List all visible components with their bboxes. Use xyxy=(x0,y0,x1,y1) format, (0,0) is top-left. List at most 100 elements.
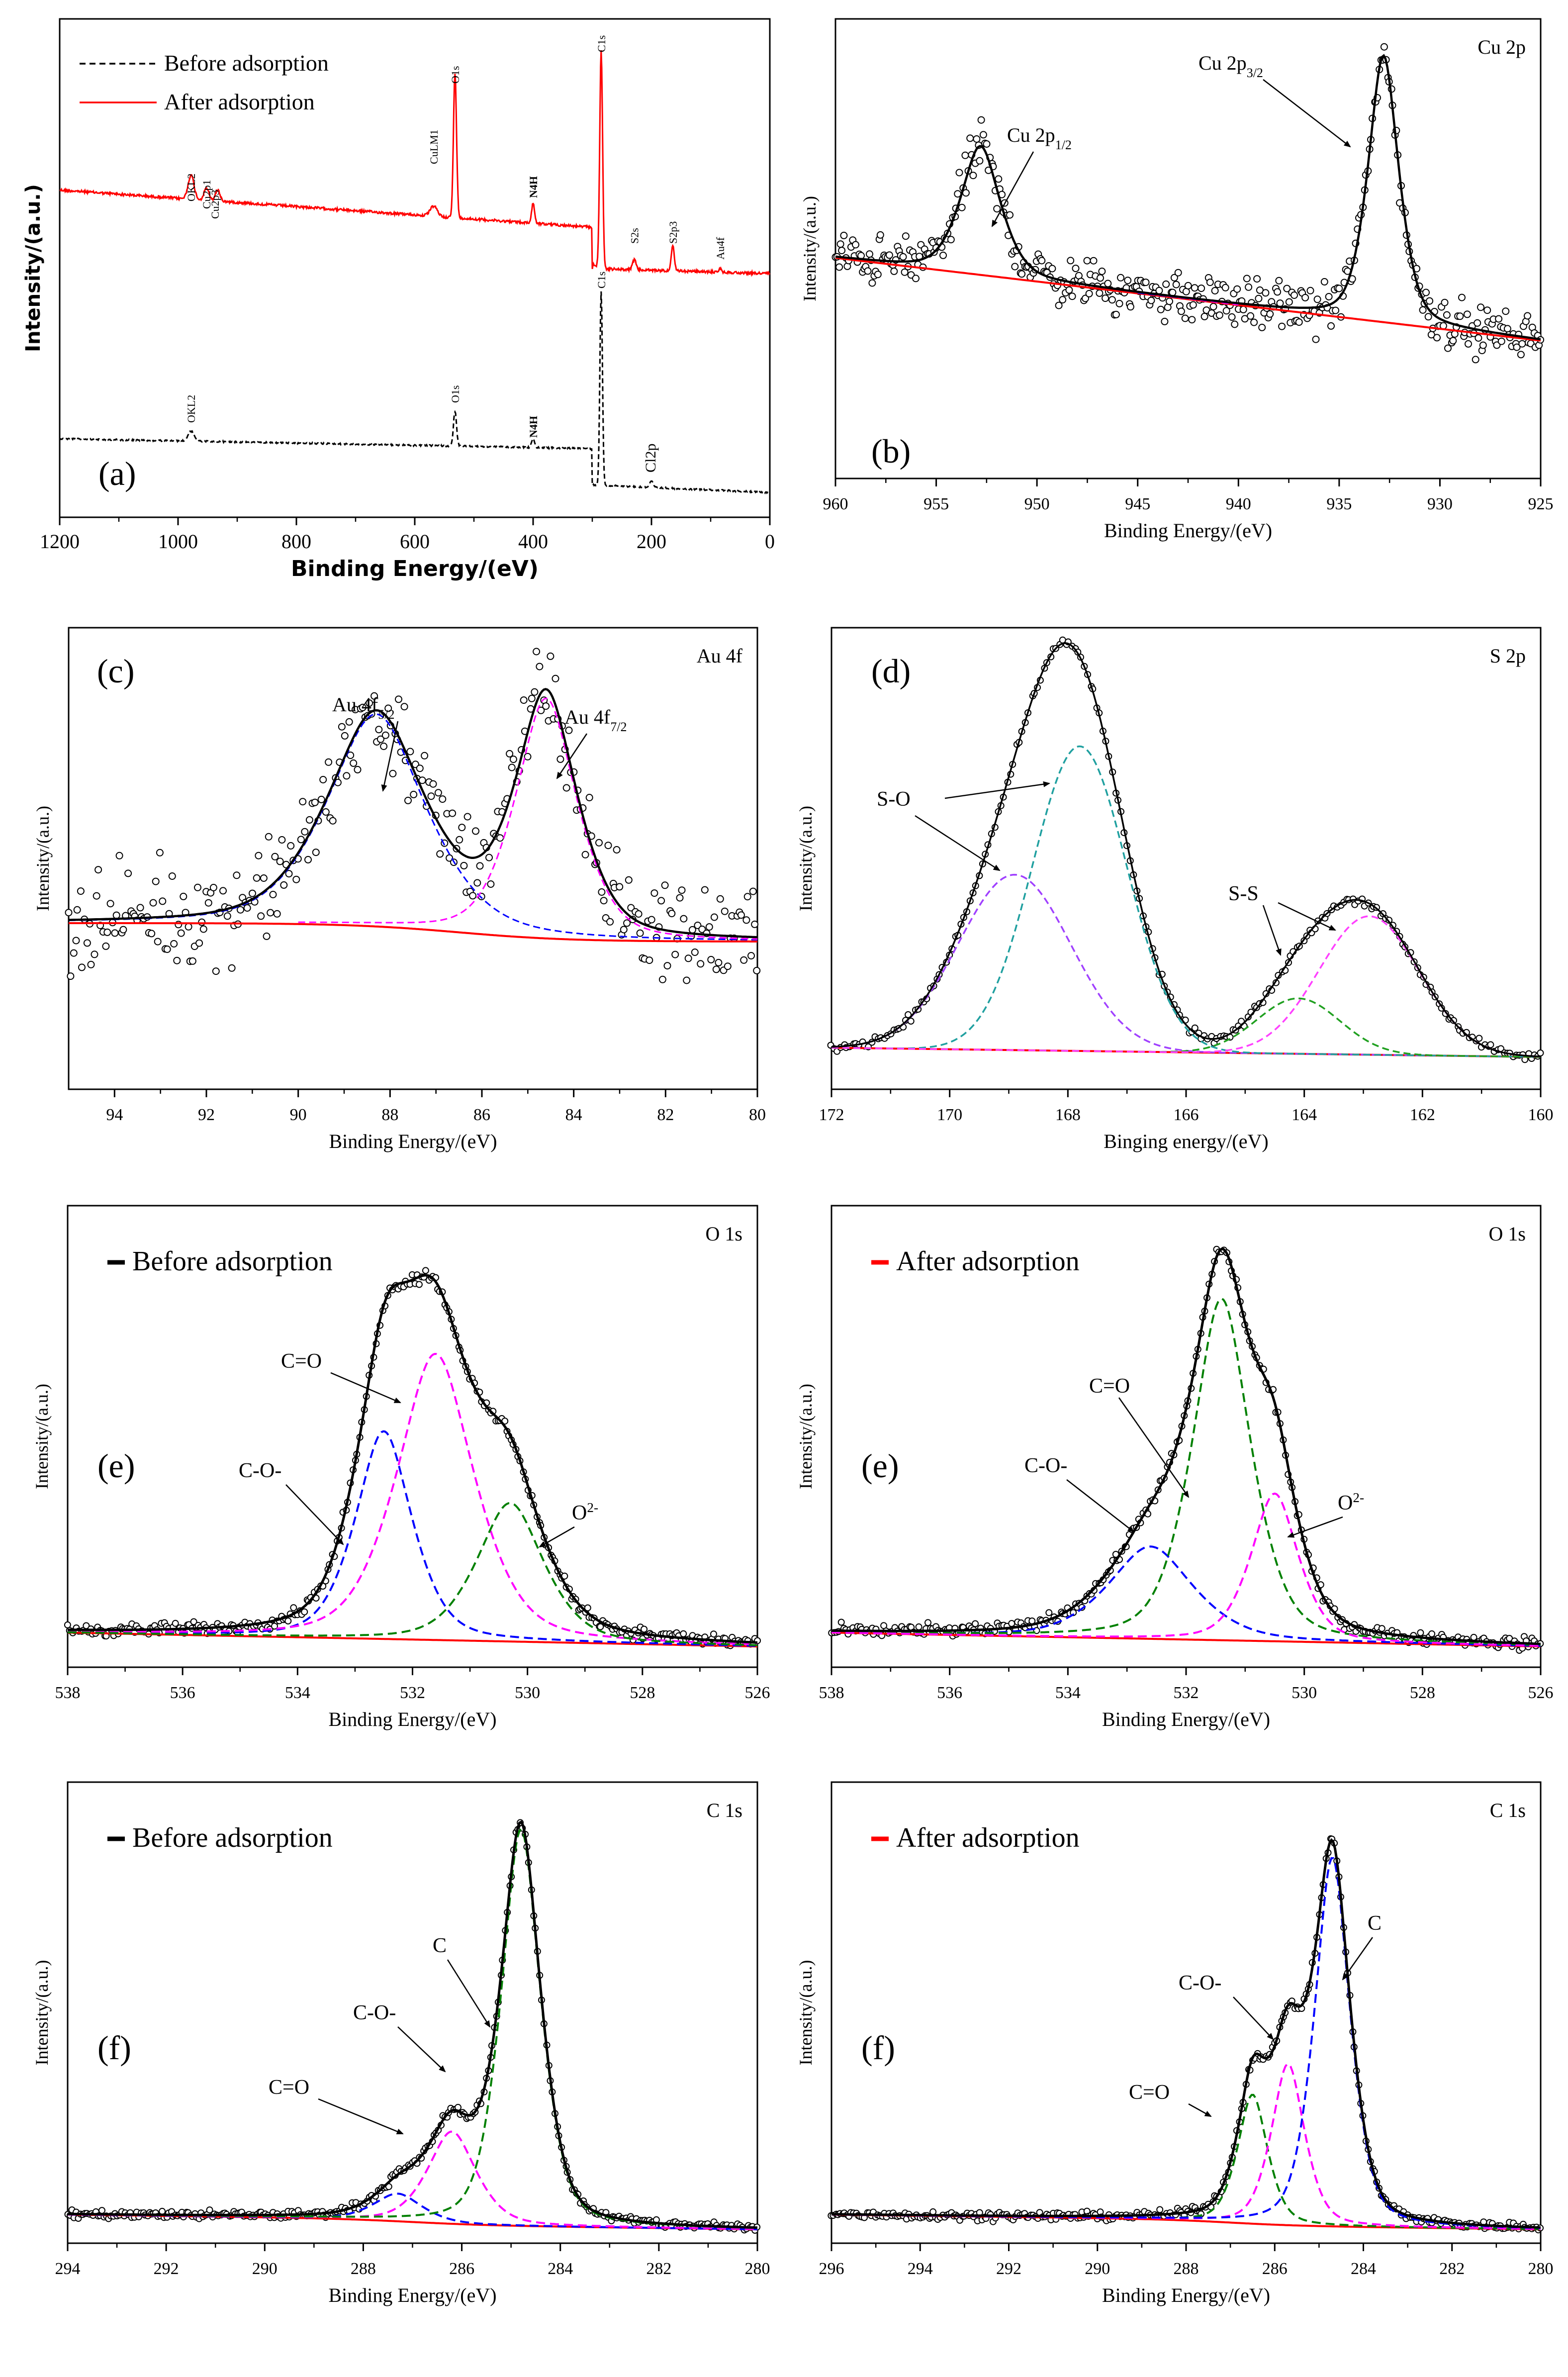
data-point xyxy=(463,813,471,821)
x-tick-label: 1200 xyxy=(40,530,80,553)
panel-e1: 538 536 534 532 530 528 526 Binding Energy/(eV)… xyxy=(32,1205,770,1730)
data-point xyxy=(627,904,635,912)
data-point xyxy=(1006,211,1014,219)
panel-title: S 2p xyxy=(1490,645,1526,667)
x-tick-label: 166 xyxy=(1174,1106,1199,1124)
data-point xyxy=(429,780,437,788)
x-tick-label: 80 xyxy=(749,1106,766,1124)
data-point xyxy=(585,794,593,801)
panel-letter: (a) xyxy=(98,455,136,492)
panel-e2: 538 536 534 532 530 528 526 Binding Energy/(eV)… xyxy=(796,1205,1554,1730)
data-point xyxy=(284,1617,292,1624)
au4f-component-2 xyxy=(298,697,758,940)
data-point xyxy=(955,169,963,177)
data-point xyxy=(436,850,444,858)
data-point xyxy=(663,962,671,970)
data-point xyxy=(1147,296,1155,304)
data-point xyxy=(742,916,750,924)
data-point xyxy=(979,131,987,139)
data-point xyxy=(1142,279,1150,286)
data-point xyxy=(1476,1035,1483,1042)
data-point xyxy=(1474,319,1481,327)
data-point xyxy=(747,952,755,959)
data-point xyxy=(1126,303,1134,311)
x-tick-label: 526 xyxy=(1528,1684,1554,1702)
data-point xyxy=(710,1630,717,1638)
data-point xyxy=(1117,274,1124,282)
data-point xyxy=(1206,279,1214,286)
annotation-c-eq-o: C=O xyxy=(269,2076,309,2099)
data-point xyxy=(1513,343,1521,351)
data-point xyxy=(376,735,384,743)
peak-label-after: Cu2p3 xyxy=(209,190,221,219)
x-tick-label: 528 xyxy=(1410,1684,1435,1702)
data-point xyxy=(976,157,984,165)
x-tick-label: 955 xyxy=(923,495,949,513)
data-point xyxy=(1380,43,1388,51)
x-axis-label: Binding Energy/(eV) xyxy=(1102,1708,1270,1730)
data-point xyxy=(1018,270,1026,278)
data-point xyxy=(156,849,164,856)
annotation-arrow xyxy=(1262,905,1282,956)
data-point xyxy=(190,1618,197,1625)
data-point xyxy=(1537,1049,1544,1056)
data-point xyxy=(1470,1633,1477,1641)
data-point xyxy=(701,886,709,894)
data-point xyxy=(1433,334,1441,342)
data-point xyxy=(83,939,91,947)
data-point xyxy=(317,795,325,803)
data-point xyxy=(290,1604,297,1612)
data-point xyxy=(749,887,757,895)
panel-f2: 296 294 292 290 288 286 284 282 280 Binding Energ… xyxy=(796,1781,1554,2306)
data-point xyxy=(1426,297,1434,305)
data-point xyxy=(972,1620,979,1627)
data-point xyxy=(508,763,516,771)
cu2p-background xyxy=(835,257,1541,342)
data-point xyxy=(148,930,156,938)
data-point xyxy=(237,906,244,914)
x-tick-label: 940 xyxy=(1226,495,1251,513)
panel-title: C 1s xyxy=(707,1799,742,1821)
x-tick-label: 200 xyxy=(637,530,666,553)
data-point xyxy=(64,1621,71,1628)
panel-letter: (f) xyxy=(97,2029,131,2067)
data-point xyxy=(410,790,418,798)
s2p-component-2 xyxy=(831,745,1541,1058)
data-point xyxy=(866,250,873,258)
panel-f1: 294 292 290 288 286 284 282 280 Binding Energy/(… xyxy=(32,1781,770,2306)
data-point xyxy=(1191,284,1199,292)
annotation-c-o: C-O- xyxy=(353,2001,396,2024)
annotation-arrow xyxy=(318,2098,404,2135)
o1s-component-3 xyxy=(67,1502,758,1646)
data-point xyxy=(715,958,723,966)
annotation-arrow xyxy=(556,733,588,779)
o1s-envelope xyxy=(831,1247,1541,1645)
data-point xyxy=(260,874,268,882)
x-tick-label: 1000 xyxy=(158,530,198,553)
data-point xyxy=(683,976,691,984)
data-point xyxy=(1083,257,1091,265)
annotation-cu2p-1-2: Cu 2p1/2 xyxy=(1007,124,1072,152)
data-point xyxy=(1243,275,1251,283)
data-point xyxy=(267,909,275,917)
data-point xyxy=(635,910,643,918)
s2p-envelope xyxy=(831,642,1541,1057)
data-point xyxy=(958,203,966,211)
peak-label-after: S2s xyxy=(628,228,641,244)
au4f-envelope xyxy=(69,688,758,939)
o1s-component-2 xyxy=(67,1352,758,1646)
x-tick-label: 292 xyxy=(996,2260,1021,2278)
data-point xyxy=(924,1619,931,1626)
data-point xyxy=(177,929,185,937)
data-point xyxy=(1320,278,1328,285)
data-point xyxy=(912,275,920,283)
data-point xyxy=(194,883,201,891)
x-tick-label: 160 xyxy=(1528,1106,1554,1124)
x-axis-label: Binding Energy/(eV) xyxy=(1102,2284,1270,2306)
data-point xyxy=(836,240,844,248)
data-point xyxy=(1483,306,1491,314)
x-tick-label: 532 xyxy=(1174,1684,1199,1702)
data-point xyxy=(531,688,539,696)
data-point xyxy=(184,923,192,931)
x-tick-label: 282 xyxy=(646,2260,671,2278)
